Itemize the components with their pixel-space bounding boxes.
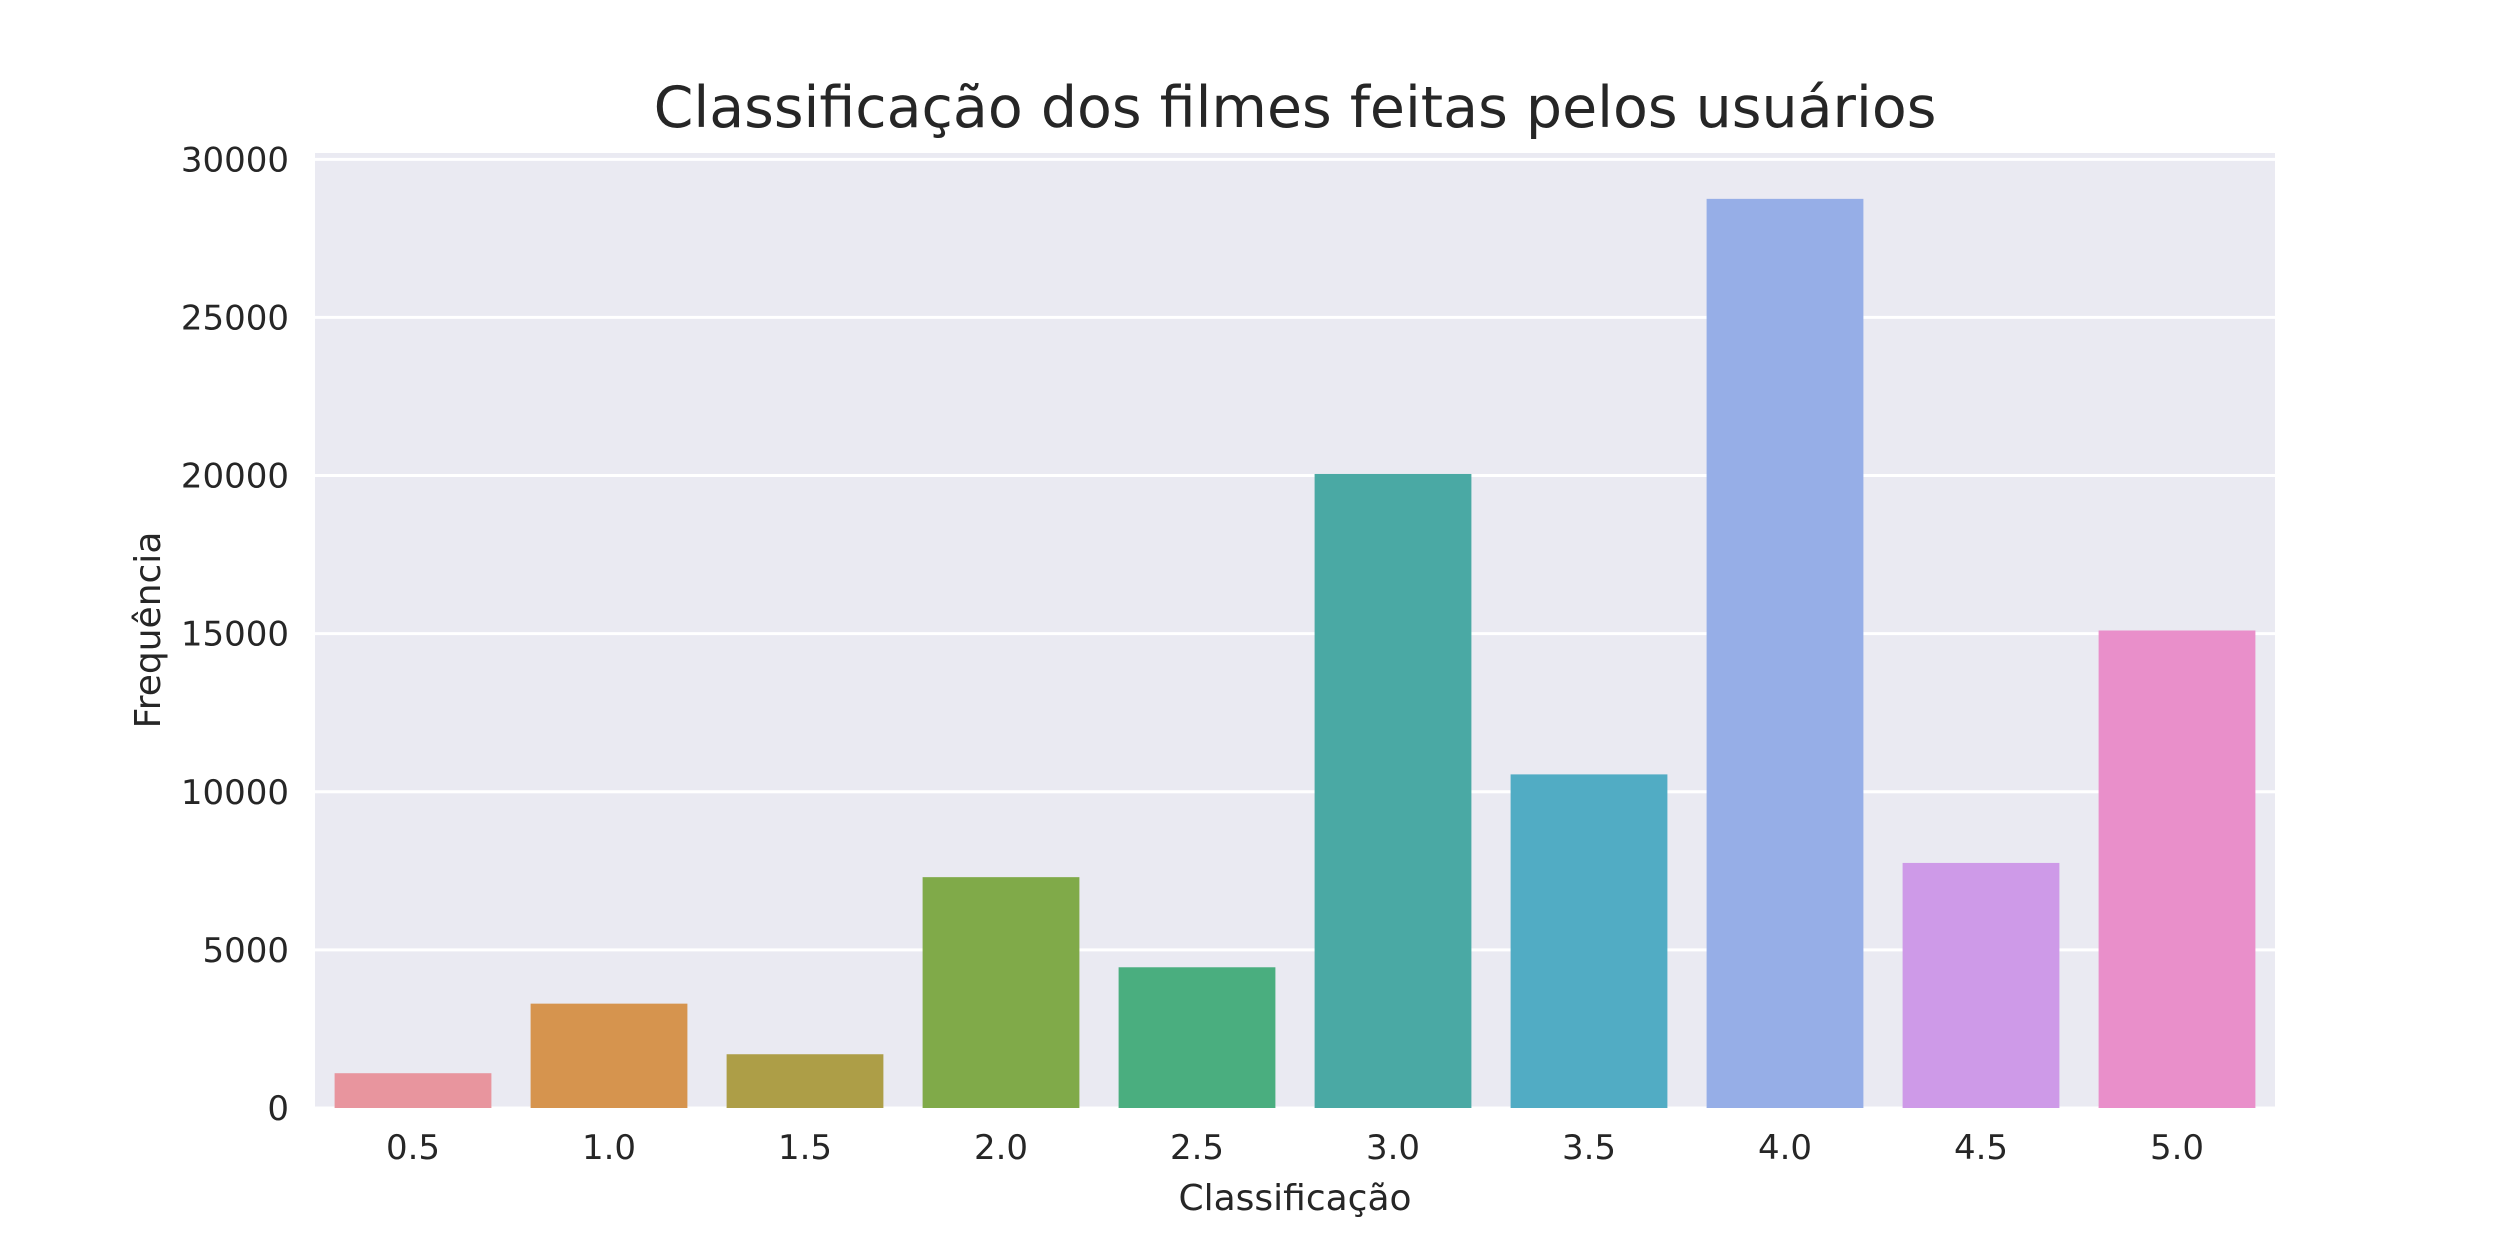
bar-4.5 [1902, 862, 2060, 1108]
bar-2.5 [1118, 967, 1276, 1108]
x-tick-label: 1.0 [582, 1128, 636, 1168]
bar-3.0 [1314, 473, 1472, 1109]
y-tick-label: 30000 [181, 140, 289, 180]
x-axis-ticks: 0.5 1.0 1.5 2.0 2.5 3.0 3.5 4.0 4.5 5.0 [386, 1128, 2204, 1168]
bar-0.5 [334, 1073, 492, 1108]
x-tick-label: 4.5 [1954, 1128, 2008, 1168]
bar-4.0 [1706, 198, 1864, 1108]
bar-5.0 [2098, 630, 2256, 1108]
x-tick-label: 2.5 [1170, 1128, 1224, 1168]
y-tick-label: 5000 [202, 931, 289, 971]
bar-2.0 [922, 877, 1080, 1108]
bar-1.5 [726, 1054, 884, 1108]
y-tick-label: 15000 [181, 615, 289, 655]
x-axis-label: Classificação [1178, 1178, 1411, 1219]
x-tick-label: 4.0 [1758, 1128, 1812, 1168]
chart-title: Classificação dos filmes feitas pelos us… [654, 75, 1937, 141]
y-tick-label: 25000 [181, 298, 289, 338]
x-tick-label: 5.0 [2150, 1128, 2204, 1168]
x-tick-label: 2.0 [974, 1128, 1028, 1168]
y-tick-label: 20000 [181, 457, 289, 497]
x-tick-label: 1.5 [778, 1128, 832, 1168]
y-tick-label: 0 [267, 1089, 289, 1129]
x-tick-label: 3.5 [1562, 1128, 1616, 1168]
x-tick-label: 3.0 [1366, 1128, 1420, 1168]
y-axis-ticks: 0 5000 10000 15000 20000 25000 30000 [181, 140, 289, 1129]
bars [334, 198, 2256, 1109]
bar-1.0 [530, 1003, 688, 1108]
x-tick-label: 0.5 [386, 1128, 440, 1168]
y-axis-label: Frequência [128, 532, 169, 729]
y-tick-label: 10000 [181, 773, 289, 813]
bar-3.5 [1510, 774, 1668, 1108]
